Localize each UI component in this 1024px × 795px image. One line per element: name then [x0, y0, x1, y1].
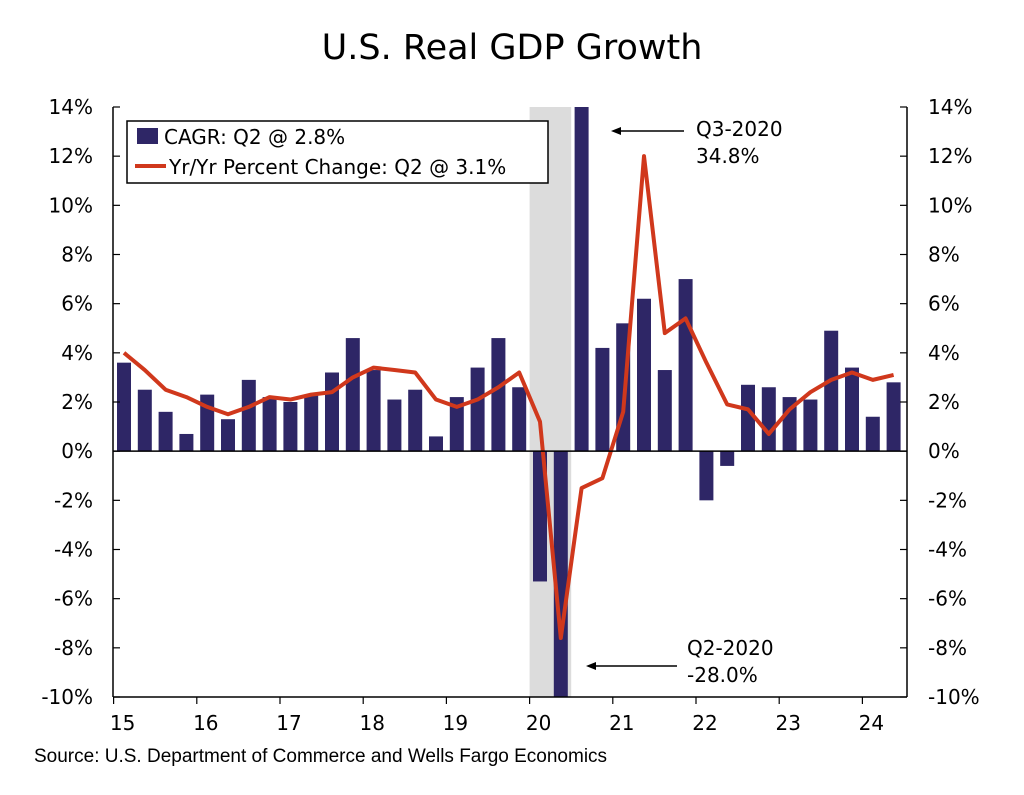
x-tick-label: 23	[775, 711, 800, 735]
y-tick-label-right: 12%	[928, 144, 972, 168]
cagr-bar	[720, 451, 735, 466]
cagr-bar	[262, 397, 277, 452]
cagr-bar	[761, 387, 776, 452]
annotation-arrowhead-q3	[611, 127, 621, 135]
cagr-bar	[387, 399, 402, 452]
cagr-bar	[241, 379, 256, 452]
cagr-bar	[595, 347, 610, 452]
y-tick-label-right: 2%	[928, 390, 960, 414]
y-tick-label-left: -8%	[54, 636, 93, 660]
y-tick-label-right: 10%	[928, 193, 972, 217]
x-tick-label: 21	[609, 711, 634, 735]
annotation-q2-line1: Q2-2020	[687, 636, 774, 660]
cagr-bar	[553, 451, 568, 697]
x-tick-label: 22	[692, 711, 717, 735]
cagr-bar	[886, 382, 901, 452]
y-tick-label-right: -10%	[928, 685, 980, 709]
x-tick-label: 20	[526, 711, 551, 735]
y-tick-label-left: 12%	[49, 144, 93, 168]
legend-bar-label: CAGR: Q2 @ 2.8%	[164, 125, 345, 149]
cagr-bar	[221, 419, 235, 452]
cagr-bar	[345, 338, 360, 452]
cagr-bar	[845, 367, 859, 452]
cagr-bar	[637, 298, 651, 452]
cagr-bar	[283, 402, 298, 452]
y-tick-label-left: 10%	[49, 193, 93, 217]
cagr-bar	[179, 433, 194, 452]
yoy-line	[122, 154, 895, 640]
chart-title: U.S. Real GDP Growth	[321, 28, 703, 68]
x-tick-label: 16	[193, 711, 218, 735]
y-tick-label-left: 2%	[61, 390, 93, 414]
legend: CAGR: Q2 @ 2.8% Yr/Yr Percent Change: Q2…	[126, 120, 549, 184]
ticks: 14% 14% 12% 12% 10% 10% 8% 8% 6% 6% 4% 4% 2% 2% 0% 0% -2…	[41, 95, 979, 735]
x-tick-label: 18	[359, 711, 384, 735]
y-tick-label-left: 0%	[61, 439, 93, 463]
cagr-bar	[449, 397, 464, 452]
annotations: Q3-2020 34.8% Q2-2020 -28.0%	[586, 117, 783, 687]
cagr-bar	[470, 367, 485, 452]
cagr-bar	[512, 387, 527, 452]
legend-box	[126, 120, 549, 184]
y-tick-label-right: 8%	[928, 243, 960, 267]
chart-source: Source: U.S. Department of Commerce and …	[34, 746, 608, 767]
y-tick-label-left: -4%	[54, 538, 93, 562]
cagr-bar	[865, 416, 880, 452]
y-tick-label-right: -6%	[928, 587, 967, 611]
cagr-bars	[117, 107, 901, 697]
y-tick-label-right: -4%	[928, 538, 967, 562]
y-tick-label-left: -2%	[54, 488, 93, 512]
x-tick-label: 15	[110, 711, 135, 735]
y-tick-label-left: 14%	[49, 95, 93, 119]
y-tick-label-right: 6%	[928, 292, 960, 316]
cagr-bar	[429, 436, 443, 452]
y-tick-label-right: 0%	[928, 439, 960, 463]
cagr-bar	[117, 362, 131, 452]
cagr-bar	[803, 399, 818, 452]
annotation-q3-line2: 34.8%	[696, 144, 760, 168]
x-tick-label: 19	[443, 711, 468, 735]
cagr-bar	[741, 384, 755, 452]
cagr-bar	[137, 389, 152, 452]
x-tick-label: 24	[859, 711, 884, 735]
cagr-bar	[824, 330, 839, 452]
cagr-bar	[533, 451, 547, 582]
y-tick-label-right: 14%	[928, 95, 972, 119]
annotation-arrowhead-q2	[586, 662, 596, 670]
cagr-bar	[366, 370, 381, 452]
annotation-q2-line2: -28.0%	[687, 663, 758, 687]
cagr-bar	[158, 411, 173, 452]
cagr-bar	[325, 372, 339, 452]
y-tick-label-left: -10%	[41, 685, 93, 709]
y-tick-label-left: 4%	[61, 341, 93, 365]
cagr-bar	[304, 394, 319, 452]
legend-bar-swatch	[137, 128, 158, 144]
y-tick-label-left: 6%	[61, 292, 93, 316]
y-tick-label-right: 4%	[928, 341, 960, 365]
cagr-bar	[491, 338, 506, 452]
annotation-q3-line1: Q3-2020	[696, 117, 783, 141]
x-tick-label: 17	[276, 711, 301, 735]
y-tick-label-left: -6%	[54, 587, 93, 611]
legend-line-label: Yr/Yr Percent Change: Q2 @ 3.1%	[168, 155, 506, 179]
cagr-bar	[657, 370, 672, 452]
cagr-bar	[678, 279, 693, 452]
cagr-bar	[408, 389, 423, 452]
cagr-bar	[699, 451, 714, 501]
y-tick-label-left: 8%	[61, 243, 93, 267]
y-tick-label-right: -2%	[928, 488, 967, 512]
cagr-bar	[574, 107, 589, 452]
y-tick-label-right: -8%	[928, 636, 967, 660]
